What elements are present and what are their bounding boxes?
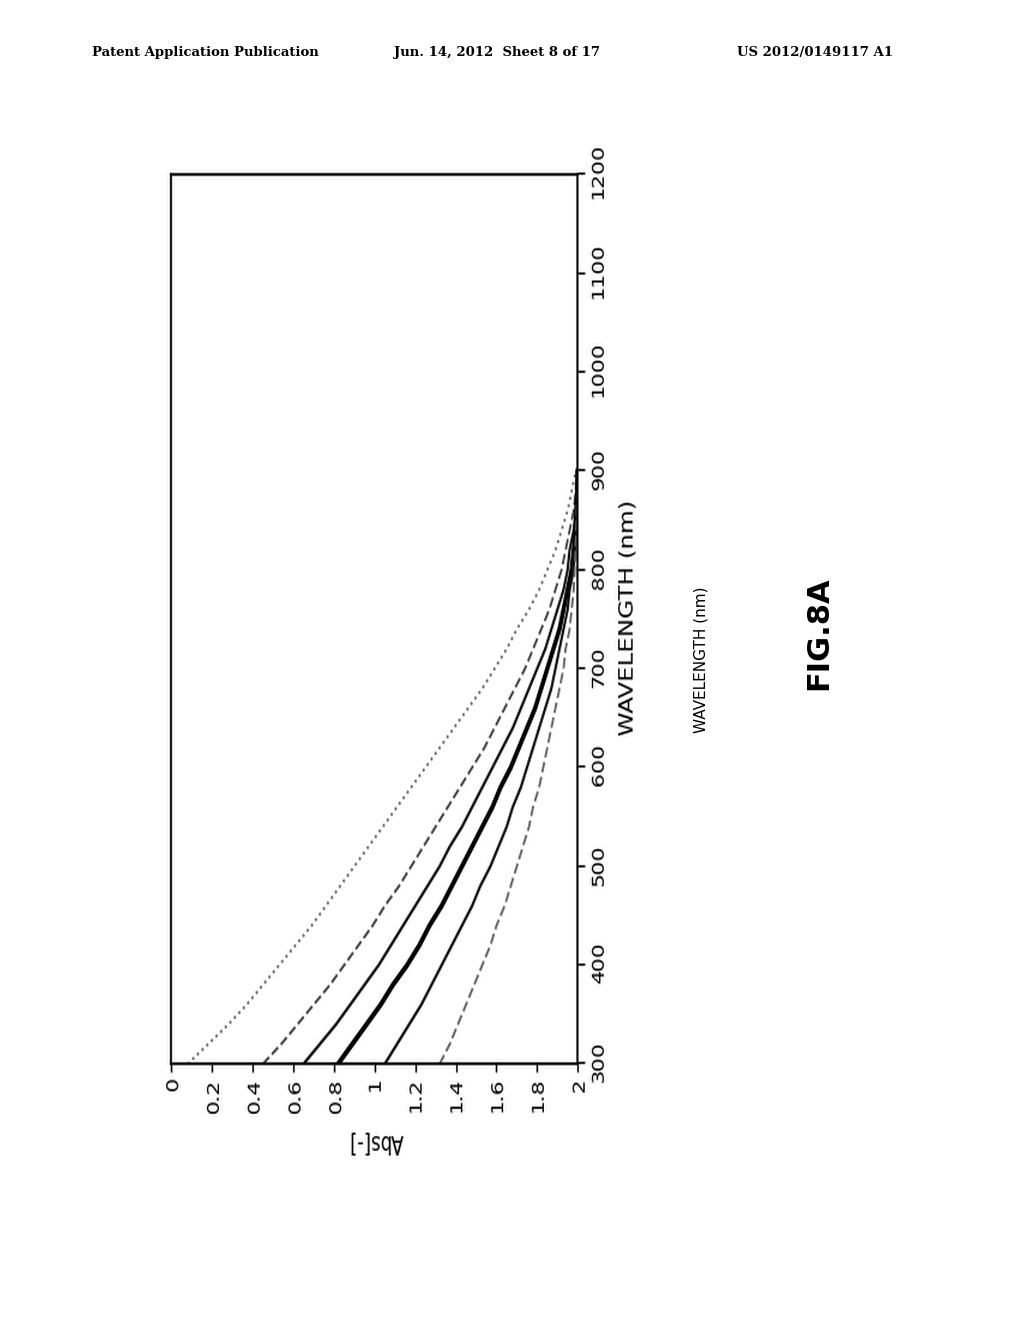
Text: Jun. 14, 2012  Sheet 8 of 17: Jun. 14, 2012 Sheet 8 of 17	[394, 46, 600, 59]
Text: Patent Application Publication: Patent Application Publication	[92, 46, 318, 59]
Text: FIG.8A: FIG.8A	[805, 577, 834, 690]
Text: WAVELENGTH (nm): WAVELENGTH (nm)	[694, 587, 709, 733]
Text: US 2012/0149117 A1: US 2012/0149117 A1	[737, 46, 893, 59]
